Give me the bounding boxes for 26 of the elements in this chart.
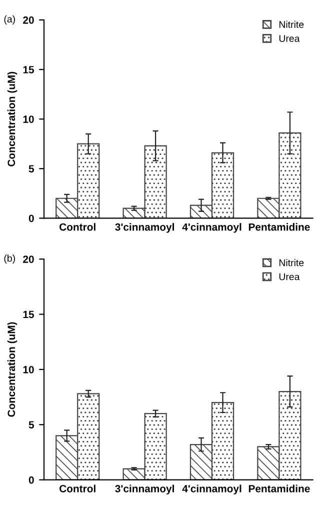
y-tick-label: 0 — [28, 476, 34, 484]
x-tick-label: Control — [60, 484, 96, 492]
x-tick-label: 4'cinnamoyl — [182, 484, 242, 494]
x-tick-label: Pentamidine — [248, 223, 310, 231]
y-tick-label: 0 — [28, 214, 34, 222]
legend-label: Urea — [279, 273, 300, 280]
x-tick-label: Control — [60, 223, 96, 231]
y-tick-label: 5 — [28, 421, 34, 429]
y-tick-label: 20 — [23, 16, 34, 24]
legend-label: Nitrite — [279, 20, 304, 28]
text: (a) — [4, 15, 15, 24]
legend-label: Nitrite — [279, 259, 304, 266]
legend-label: Urea — [279, 35, 300, 42]
y-tick-label: 10 — [23, 366, 34, 374]
x-tick-label: Pentamidine — [248, 484, 310, 492]
y-tick-label: 5 — [28, 165, 34, 173]
x-tick-label: 3'cinnamoyl — [115, 223, 174, 233]
y-tick-label: 15 — [23, 66, 34, 74]
x-tick-label: 4'cinnamoyl — [182, 223, 242, 233]
x-tick-label: 3'cinnamoyl — [115, 484, 174, 494]
y-tick-label: 15 — [23, 310, 34, 318]
y-axis-title: Concentration (uM) — [7, 72, 18, 166]
text: (b) — [4, 254, 15, 264]
y-tick-label: 10 — [23, 116, 34, 123]
y-tick-label: 20 — [23, 256, 34, 263]
y-axis-title: Concentration (uM) — [7, 322, 18, 417]
